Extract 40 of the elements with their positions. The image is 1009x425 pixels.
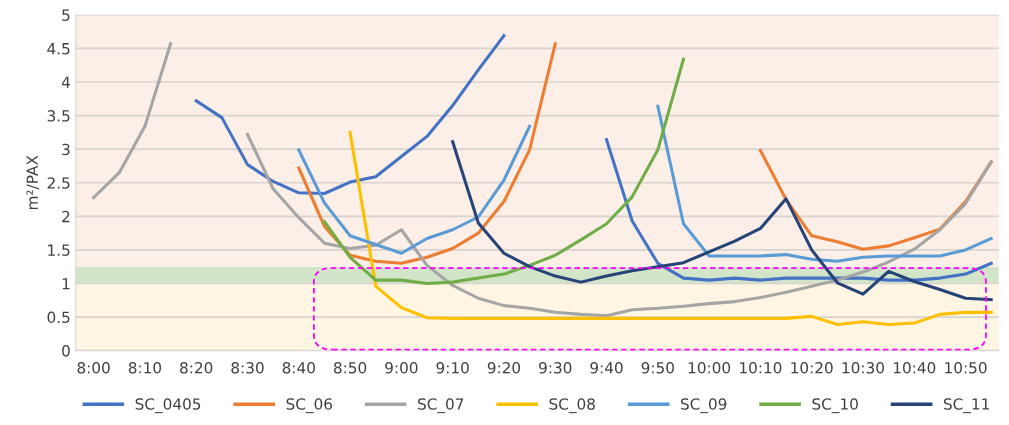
y-tick-label: 1 — [62, 278, 70, 290]
line-series — [451, 140, 993, 302]
line-series — [322, 57, 685, 286]
legend-label: SC_06 — [286, 398, 333, 414]
y-axis-title: m²/PAX — [26, 155, 40, 210]
legend-label: SC_08 — [549, 398, 595, 414]
x-tick-label: 8:30 — [231, 362, 264, 374]
line-series — [348, 130, 993, 326]
legend-label: SC_11 — [943, 398, 989, 414]
x-tick-label: 10:10 — [740, 362, 782, 374]
x-tick-label: 9:10 — [436, 362, 469, 374]
legend-label: SC_10 — [812, 398, 858, 414]
legend-label: SC_0405 — [135, 398, 201, 414]
x-tick-label: 10:40 — [893, 362, 936, 374]
y-tick-label: 1.5 — [48, 244, 70, 256]
y-tick-label: 0.5 — [47, 311, 70, 324]
y-tick-label: 4 — [61, 76, 70, 88]
x-tick-label: 8:40 — [282, 362, 315, 374]
x-tick-label: 10:00 — [688, 362, 731, 374]
x-tick-label: 8:00 — [77, 362, 110, 374]
y-tick-label: 5 — [62, 9, 70, 21]
y-tick-label: 3 — [62, 143, 70, 156]
y-tick-label: 2 — [62, 210, 70, 223]
y-tick-label: 3.5 — [47, 110, 70, 122]
x-tick-label: 8:50 — [333, 362, 367, 374]
x-tick-label: 10:50 — [945, 362, 987, 374]
x-tick-label: 9:50 — [641, 362, 674, 374]
x-tick-label: 8:20 — [180, 362, 213, 374]
x-tick-label: 10:20 — [791, 362, 833, 374]
x-tick-label: 9:20 — [487, 362, 521, 374]
y-tick-label: 0 — [62, 345, 70, 357]
x-tick-label: 9:30 — [539, 362, 572, 374]
x-tick-label: 9:40 — [590, 362, 623, 374]
x-tick-label: 10:30 — [842, 362, 884, 374]
y-tick-label: 2.5 — [47, 177, 70, 189]
x-tick-label: 9:00 — [385, 362, 418, 374]
legend-label: SC_09 — [680, 398, 727, 414]
legend-label: SC_07 — [418, 398, 464, 414]
x-tick-label: 8:10 — [128, 362, 162, 374]
y-tick-label: 4.5 — [47, 43, 70, 55]
